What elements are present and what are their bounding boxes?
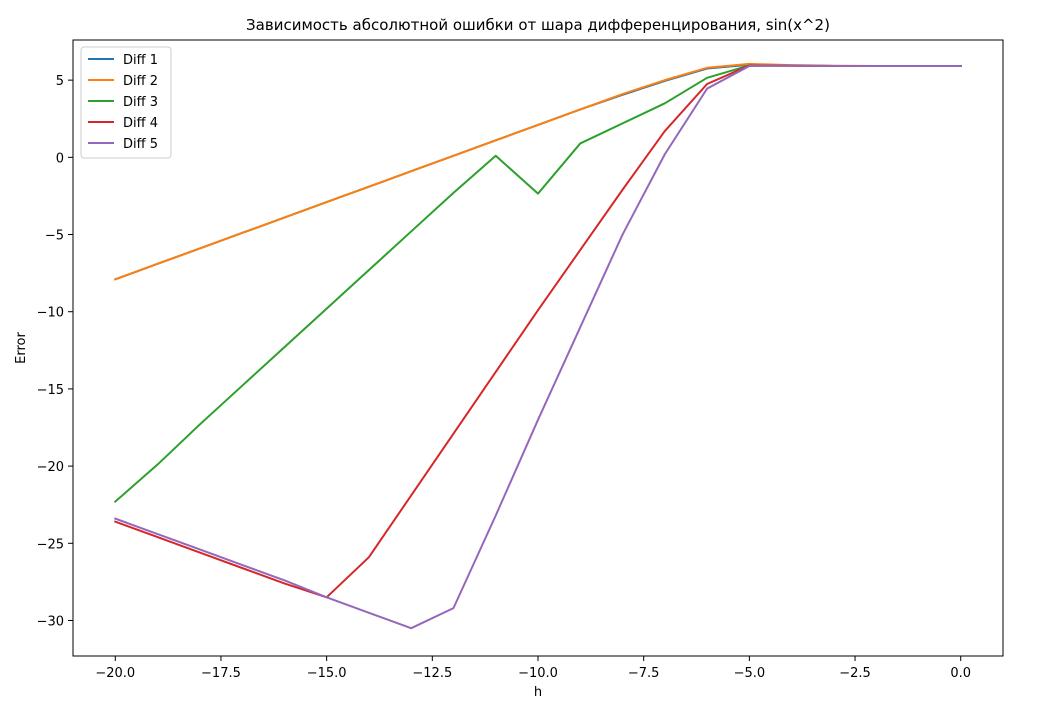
x-axis-label: h: [534, 685, 542, 700]
legend: Diff 1 Diff 2 Diff 3 Diff 4 Diff 5: [80, 46, 172, 159]
x-tick-label: −20.0: [95, 666, 135, 681]
y-tick-label: −5: [45, 229, 64, 244]
x-tick-label: −7.5: [628, 666, 660, 681]
series-line-diff-1: [113, 63, 962, 281]
legend-entry: Diff 5: [123, 137, 158, 152]
x-tick-label: −12.5: [412, 666, 452, 681]
y-tick-label: −30: [37, 614, 64, 629]
x-tick-label: −5.0: [734, 666, 766, 681]
series-line-diff-4: [113, 64, 962, 599]
x-tick-label: −15.0: [307, 666, 347, 681]
legend-entry: Diff 3: [123, 95, 158, 110]
plot-lines: [113, 62, 962, 630]
x-axis: −20.0 −17.5 −15.0 −12.5 −10.0 −7.5 −5.0 −2.5 0.0: [95, 656, 971, 681]
y-tick-label: −15: [37, 383, 64, 398]
series-line-diff-5: [113, 64, 962, 630]
legend-entry: Diff 2: [123, 74, 158, 89]
y-tick-label: −25: [37, 537, 64, 552]
y-tick-label: 5: [56, 74, 64, 89]
legend-box: [80, 46, 172, 159]
axes-frame: [72, 39, 1004, 657]
x-tick-label: 0.0: [950, 666, 971, 681]
y-tick-label: −10: [37, 306, 64, 321]
legend-entry: Diff 4: [123, 116, 158, 131]
legend-entry: Diff 1: [123, 53, 158, 68]
series-line-diff-3: [113, 64, 962, 504]
y-tick-label: −20: [37, 460, 64, 475]
series-line-diff-2: [113, 62, 962, 281]
y-axis-label: Error: [14, 332, 29, 364]
y-axis: 5 0 −5 −10 −15 −20 −25 −30: [37, 74, 73, 629]
y-tick-label: 0: [56, 151, 64, 166]
x-tick-label: −2.5: [839, 666, 871, 681]
x-tick-label: −10.0: [518, 666, 558, 681]
chart-title: Зависимость абсолютной ошибки от шара ди…: [246, 16, 830, 34]
x-tick-label: −17.5: [201, 666, 241, 681]
